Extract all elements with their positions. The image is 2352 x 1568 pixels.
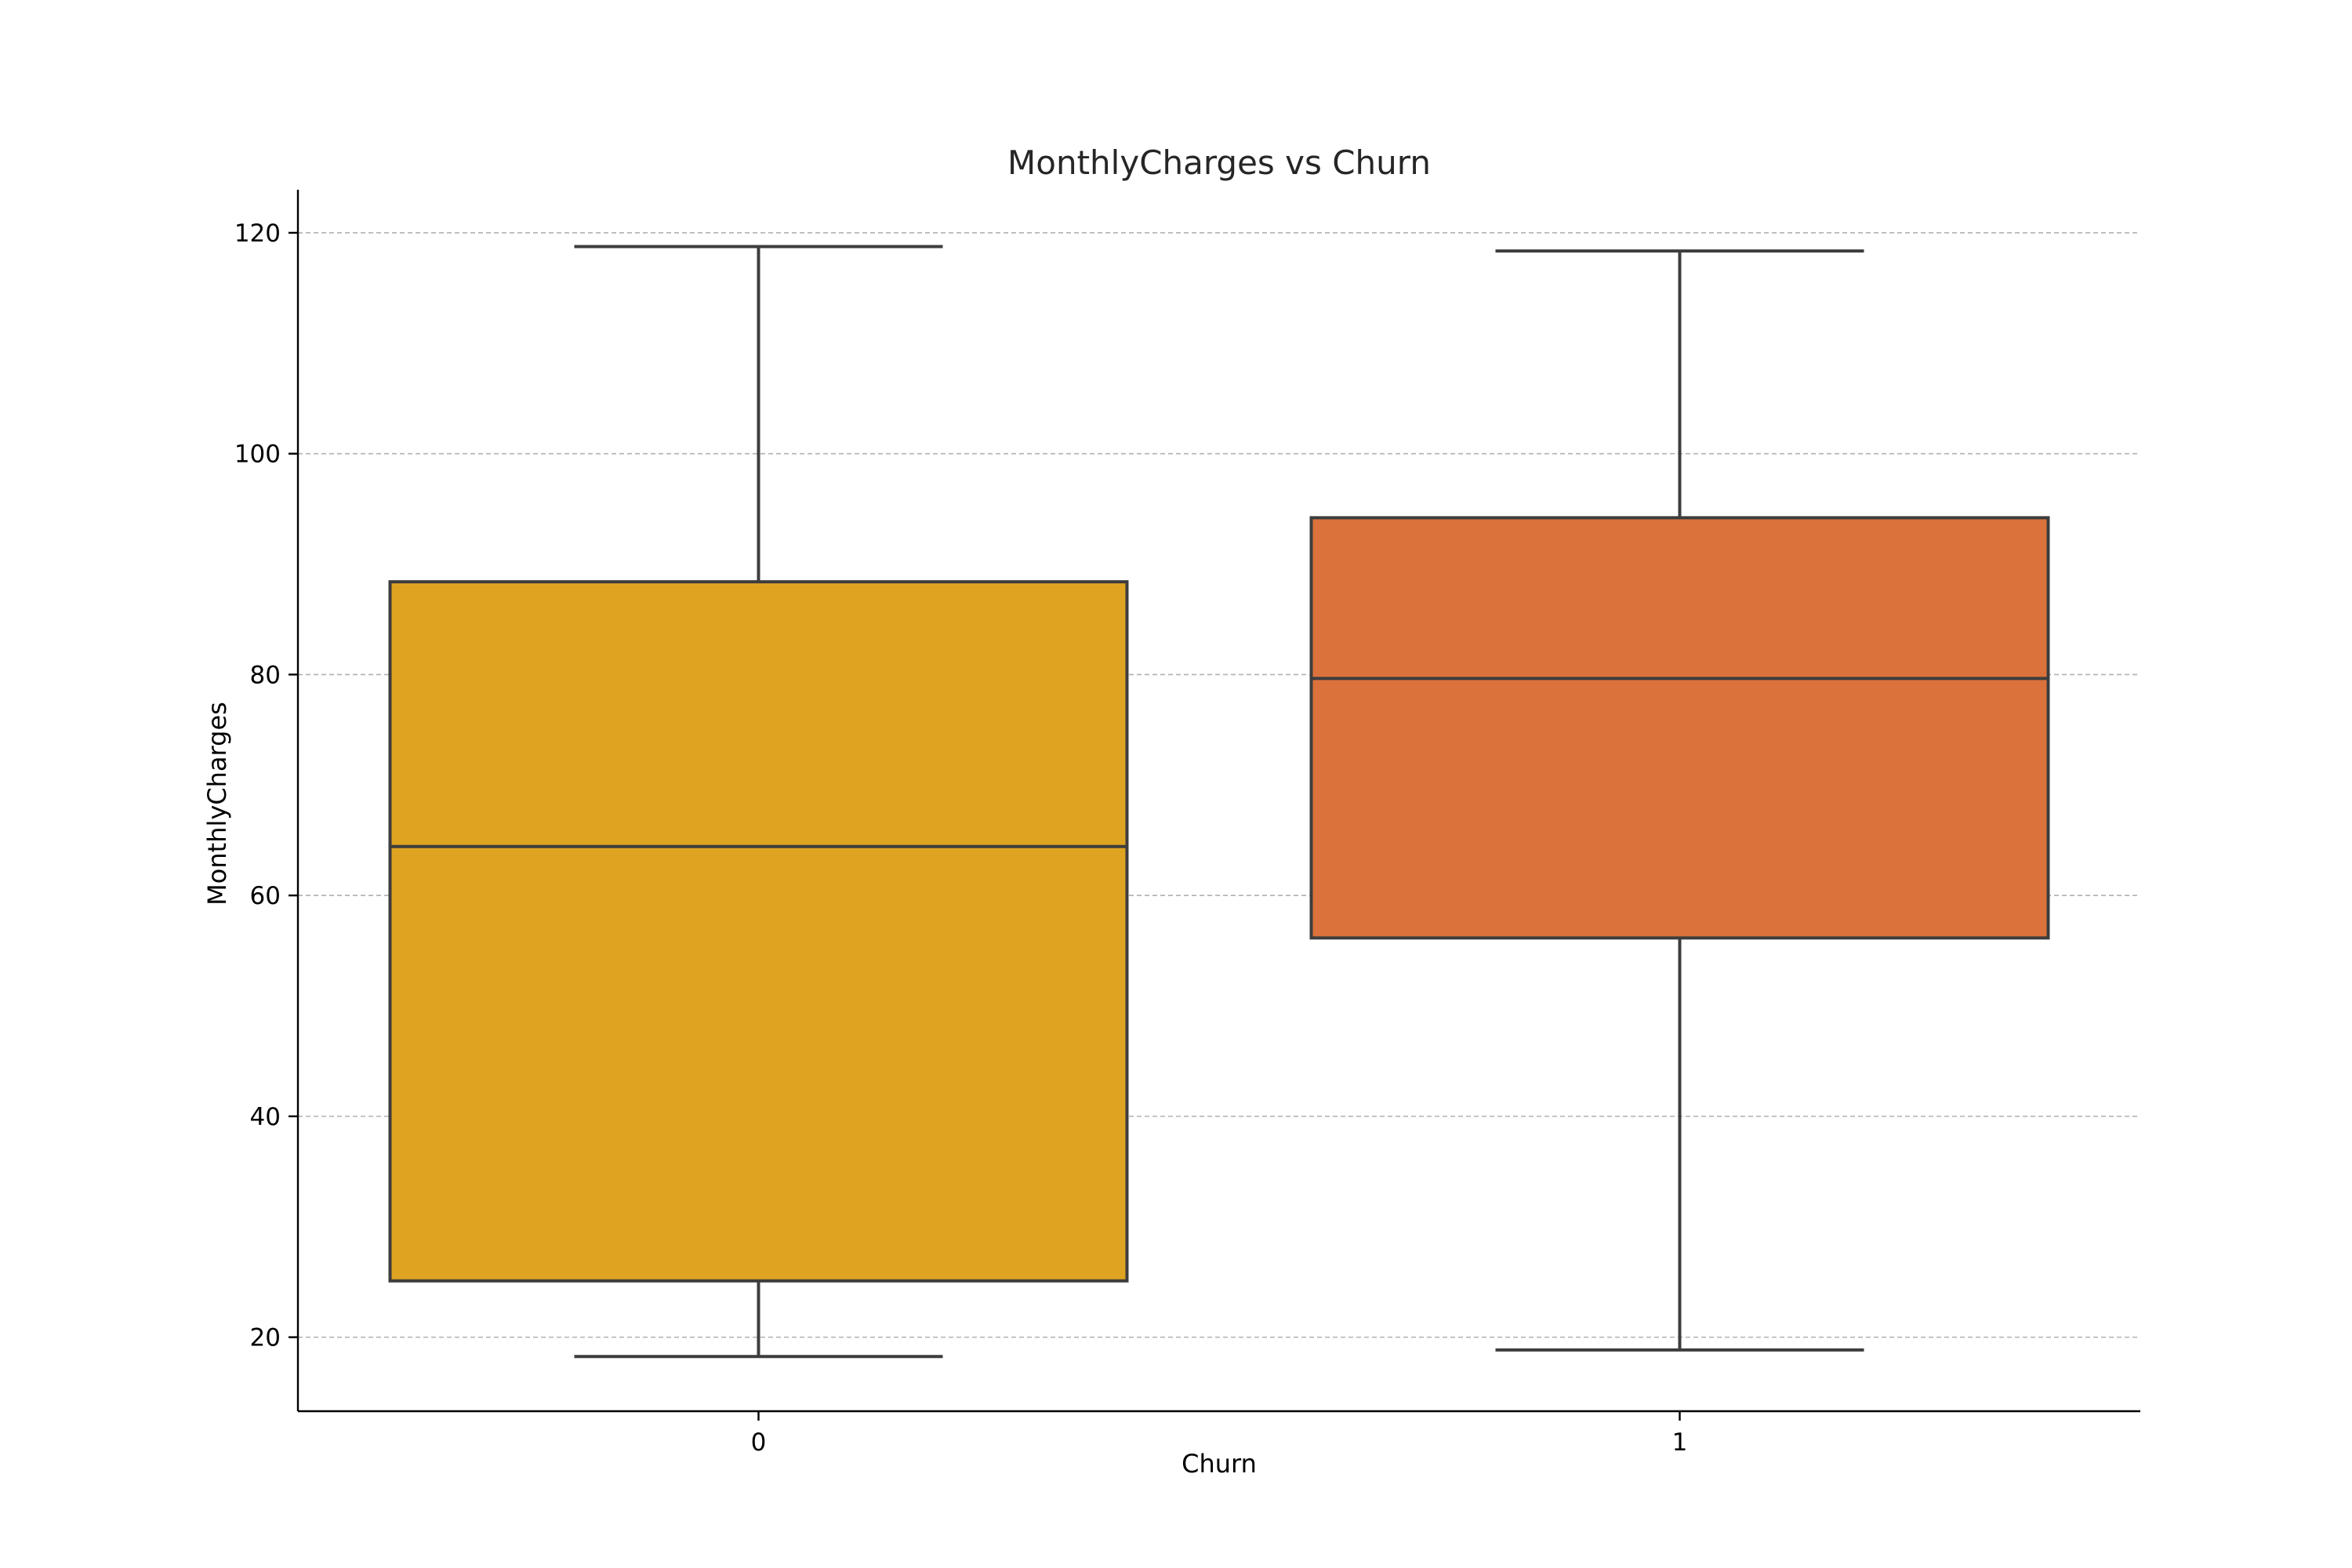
y-axis-label: MonthlyCharges bbox=[202, 702, 232, 906]
x-tick-label-1: 1 bbox=[1672, 1428, 1688, 1457]
y-tick-label-120: 120 bbox=[234, 220, 281, 248]
box-group-1 bbox=[1309, 249, 2050, 1352]
y-tick-label-40: 40 bbox=[250, 1103, 281, 1131]
y-tick-label-60: 60 bbox=[250, 882, 281, 910]
chart-title: MonthlyCharges vs Churn bbox=[1007, 143, 1431, 182]
x-tick-label-0: 0 bbox=[751, 1428, 767, 1457]
boxes bbox=[388, 245, 2050, 1359]
axes: 20 40 60 80 100 120 0 1 bbox=[234, 190, 2140, 1457]
y-tick-label-80: 80 bbox=[250, 661, 281, 689]
box-group-0 bbox=[388, 245, 1129, 1359]
y-tick-label-100: 100 bbox=[234, 441, 281, 469]
iqr-box-0 bbox=[388, 580, 1129, 1283]
y-tick-label-20: 20 bbox=[250, 1324, 281, 1352]
x-axis-label: Churn bbox=[1181, 1449, 1257, 1479]
iqr-box-1 bbox=[1309, 516, 2050, 940]
